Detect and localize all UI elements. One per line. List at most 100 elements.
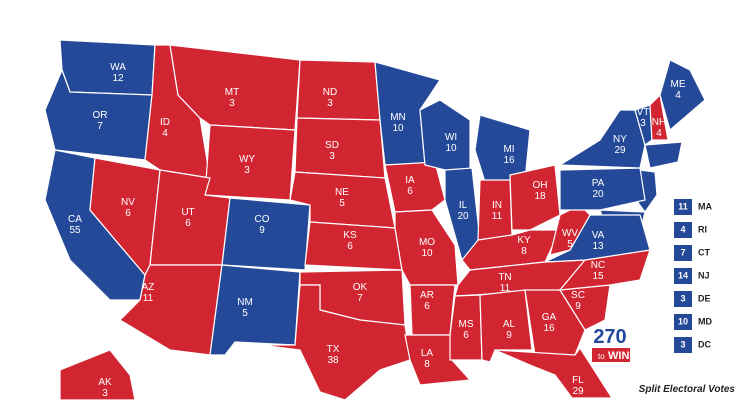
state-abbr: NM (237, 297, 253, 308)
state-abbr: MI (503, 144, 514, 155)
small-state-abbr: CT (698, 247, 710, 257)
small-state-votes: 11 (678, 201, 688, 211)
state-shape (509, 164, 561, 231)
state-abbr: SD (325, 140, 339, 151)
state-abbr: IA (405, 175, 415, 186)
state-votes: 3 (329, 151, 335, 162)
state-abbr: KY (517, 235, 531, 246)
state-abbr: VT (637, 107, 650, 118)
state-shape (221, 197, 311, 271)
state-shape (659, 59, 706, 132)
state-votes: 4 (162, 128, 168, 139)
state-votes: 16 (503, 155, 515, 166)
state-abbr: AL (503, 319, 516, 330)
state-abbr: NC (591, 260, 605, 271)
state-votes: 6 (424, 301, 430, 312)
state-abbr: TN (498, 272, 511, 283)
state-abbr: NH (652, 117, 666, 128)
state-votes: 3 (244, 165, 250, 176)
state-votes: 10 (392, 123, 404, 134)
logo-bar (592, 348, 630, 362)
small-state-box (674, 314, 692, 330)
state-votes: 10 (421, 248, 433, 259)
small-state-box (674, 245, 692, 261)
state-abbr: OR (93, 110, 108, 121)
state-votes: 4 (656, 128, 662, 139)
state-abbr: PA (592, 178, 605, 189)
state-shape (259, 284, 411, 400)
state-votes: 3 (327, 98, 333, 109)
small-state-abbr: RI (698, 224, 707, 234)
state-abbr: OH (533, 180, 548, 191)
state-shape (59, 39, 156, 96)
state-votes: 8 (424, 359, 430, 370)
state-votes: 16 (543, 323, 555, 334)
small-state-votes: 10 (678, 316, 688, 326)
small-state-abbr: MA (698, 201, 712, 211)
state-abbr: IL (459, 200, 468, 211)
state-abbr: MN (390, 112, 406, 123)
states (44, 39, 706, 400)
small-states-legend: 11 MA 4 RI 7 CT 14 NJ 3 DE 10 MD 3 DC (674, 199, 712, 353)
state-votes: 9 (575, 301, 581, 312)
state-votes: 3 (229, 98, 235, 109)
state-labels: WA12OR7CA55NV6ID4MT3WY3UT6AZ11CO9NM5ND3S… (68, 62, 686, 399)
state-abbr: CO (255, 214, 270, 225)
state-votes: 5 (339, 198, 345, 209)
state-abbr: ID (160, 117, 170, 128)
state-votes: 15 (592, 271, 604, 282)
state-votes: 11 (492, 211, 503, 222)
state-votes: 10 (445, 143, 457, 154)
small-state-votes: 4 (680, 224, 685, 234)
state-votes: 11 (143, 293, 154, 304)
state-abbr: IN (492, 200, 502, 211)
state-abbr: ME (671, 79, 686, 90)
state-votes: 6 (185, 218, 191, 229)
state-shape (296, 59, 381, 121)
state-abbr: AK (98, 377, 112, 388)
state-abbr: UT (181, 207, 194, 218)
small-state-box (674, 291, 692, 307)
state-votes: 18 (534, 191, 546, 202)
state-votes: 11 (500, 283, 511, 294)
small-state-abbr: DC (698, 339, 711, 349)
state-abbr: LA (421, 348, 434, 359)
state-votes: 29 (614, 145, 626, 156)
state-votes: 8 (521, 246, 527, 257)
state-abbr: MT (225, 87, 239, 98)
small-state-box (674, 199, 692, 215)
small-state-abbr: NJ (698, 270, 710, 280)
state-votes: 3 (640, 118, 646, 129)
small-state-votes: 3 (680, 339, 685, 349)
state-votes: 38 (327, 355, 339, 366)
state-votes: 9 (259, 225, 265, 236)
state-votes: 20 (457, 211, 469, 222)
state-votes: 5 (567, 239, 573, 250)
state-votes: 5 (242, 308, 248, 319)
state-abbr: GA (542, 312, 557, 323)
state-abbr: VA (592, 230, 605, 241)
state-abbr: NV (121, 197, 135, 208)
state-abbr: MS (459, 319, 474, 330)
state-abbr: ND (323, 87, 337, 98)
state-shape (294, 117, 386, 179)
state-abbr: FL (572, 375, 584, 386)
state-shape (558, 249, 651, 291)
state-votes: 7 (97, 121, 103, 132)
state-abbr: KS (343, 230, 357, 241)
state-votes: 6 (407, 186, 413, 197)
new-england-shape (644, 141, 683, 169)
state-shape (59, 349, 136, 400)
state-abbr: CA (68, 214, 82, 225)
logo-number: 270 (593, 326, 626, 348)
small-state-votes: 7 (680, 247, 685, 257)
small-state-abbr: MD (698, 316, 712, 326)
state-abbr: WI (445, 132, 457, 143)
state-votes: 9 (506, 330, 512, 341)
logo: 270 to WIN (592, 326, 630, 362)
state-abbr: AR (420, 290, 434, 301)
small-state-box (674, 268, 692, 284)
state-shape (558, 109, 646, 169)
small-state-abbr: DE (698, 293, 711, 303)
